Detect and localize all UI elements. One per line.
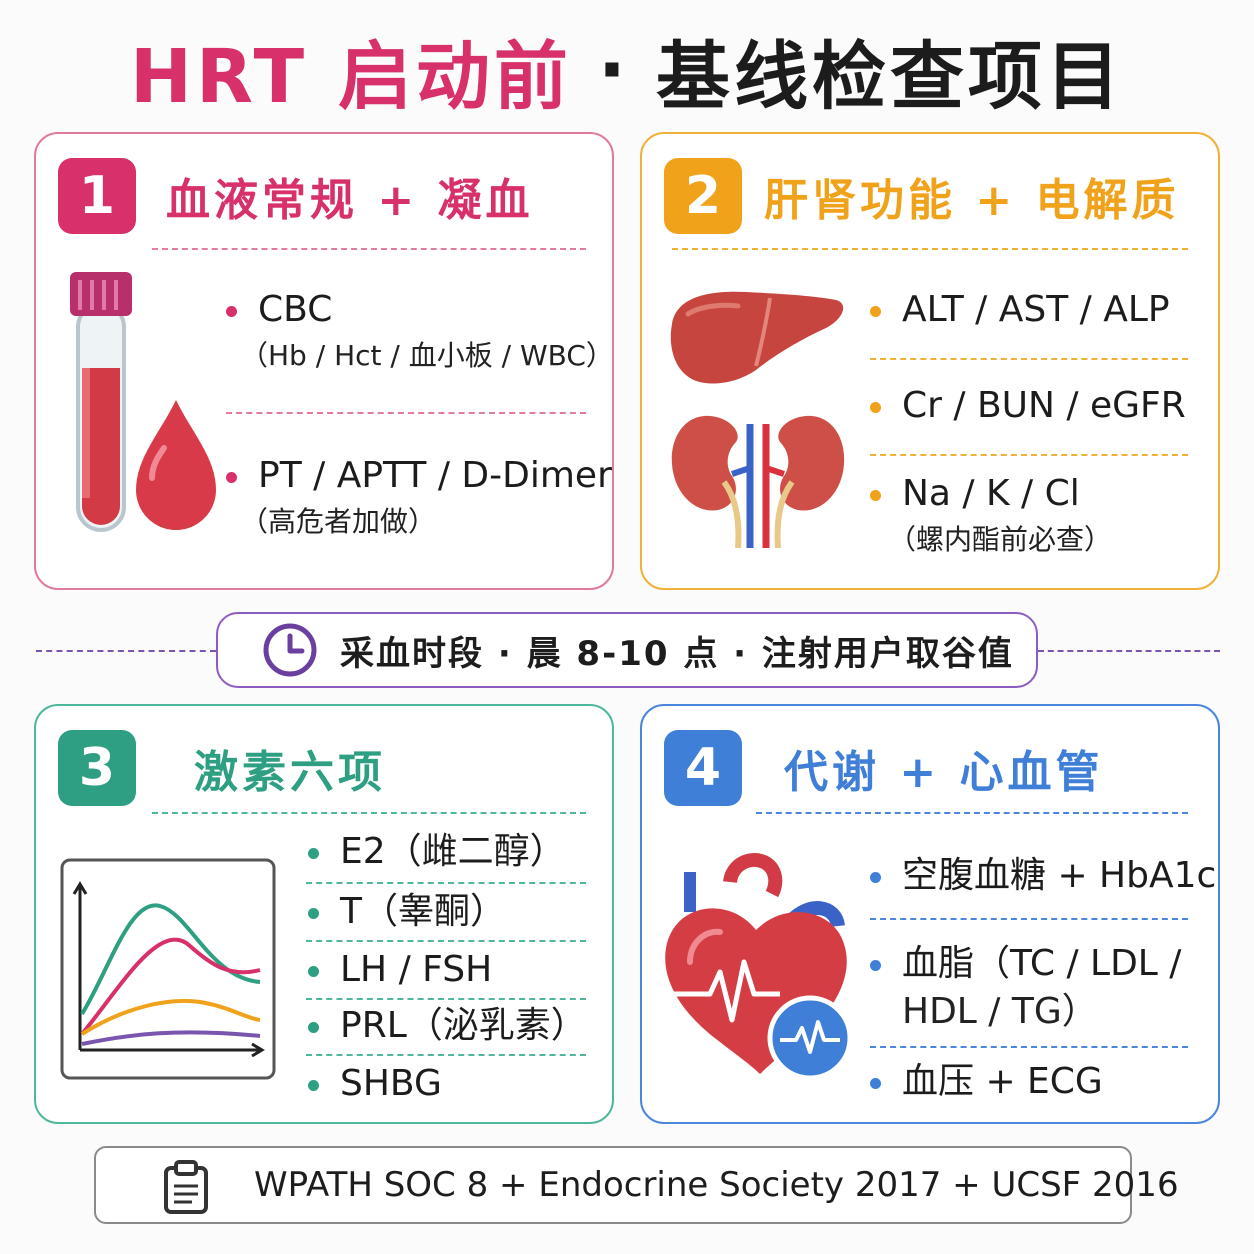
bullet-dot [870, 960, 881, 971]
card-blood-routine: 1 血液常规 + 凝血 CBC （Hb / Hct / 血小板 / WBC） P… [34, 132, 614, 590]
banner-dash-right [1038, 650, 1220, 652]
sampling-time-banner: 采血时段 · 晨 8-10 点 · 注射用户取谷值 [216, 612, 1038, 688]
title-part-hrt: HRT 启动前 [130, 33, 572, 120]
clipboard-icon [164, 1160, 208, 1214]
bullet-dot [308, 848, 319, 859]
item-main: Na / K / Cl [902, 473, 1080, 514]
references-text: WPATH SOC 8 + Endocrine Society 2017 + U… [254, 1165, 1179, 1205]
card-heading: 激素六项 [194, 747, 386, 798]
card-liver-kidney: 2 肝肾功能 + 电解质 ALT / AST / ALP Cr / BUN / … [640, 132, 1220, 590]
divider [152, 248, 586, 250]
title-separator: · [597, 27, 630, 113]
divider [152, 812, 586, 814]
card-heading: 肝肾功能 + 电解质 [764, 175, 1180, 226]
item-main: 血压 + ECG [902, 1061, 1103, 1102]
hormone-curve-chart-icon [60, 858, 276, 1080]
page-title: HRT 启动前 · 基线检查项目 [0, 22, 1254, 120]
bullet-dot [870, 490, 881, 501]
card-number-badge: 2 [664, 158, 742, 234]
banner-text: 采血时段 · 晨 8-10 点 · 注射用户取谷值 [340, 633, 1014, 674]
item-main: LH / FSH [340, 949, 493, 990]
clock-icon [263, 623, 317, 677]
card-number-badge: 4 [664, 730, 742, 806]
item-main: SHBG [340, 1063, 442, 1104]
divider [870, 918, 1188, 920]
card-heading: 代谢 + 心血管 [784, 747, 1104, 798]
divider [870, 454, 1188, 456]
bullet-dot [870, 872, 881, 883]
card-number-badge: 1 [58, 158, 136, 234]
divider [306, 1054, 586, 1056]
divider [870, 1046, 1188, 1048]
divider [226, 412, 586, 414]
bullet-dot [870, 306, 881, 317]
item-sub: HDL / TG） [902, 991, 1098, 1032]
item-main: CBC [258, 289, 333, 330]
title-part-baseline: 基线检查项目 [655, 33, 1124, 120]
item-main: Cr / BUN / eGFR [902, 385, 1186, 426]
liver-and-kidneys-icon [670, 291, 845, 549]
item-sub: （高危者加做） [240, 505, 437, 538]
item-main: ALT / AST / ALP [902, 289, 1170, 330]
heart-ecg-icon [662, 853, 853, 1081]
item-main: PRL（泌乳素） [340, 1005, 587, 1046]
divider [672, 248, 1188, 250]
item-main: T（睾酮） [340, 891, 506, 932]
bullet-dot [308, 1022, 319, 1033]
card-heading: 血液常规 + 凝血 [166, 175, 534, 226]
divider [306, 940, 586, 942]
divider [756, 812, 1188, 814]
bullet-dot [226, 306, 237, 317]
item-sub: （Hb / Hct / 血小板 / WBC） [240, 339, 614, 372]
item-main: 血脂（TC / LDL / [902, 943, 1182, 984]
divider [306, 998, 586, 1000]
blood-tube-and-drop-icon [70, 272, 216, 532]
bullet-dot [308, 966, 319, 977]
bullet-dot [870, 402, 881, 413]
divider [306, 882, 586, 884]
item-main: PT / APTT / D-Dimer [258, 455, 612, 496]
bullet-dot [870, 1078, 881, 1089]
card-metabolic-cardio: 4 代谢 + 心血管 空腹血糖 + HbA1c 血脂（TC / LDL / HD… [640, 704, 1220, 1124]
banner-dash-left [36, 650, 216, 652]
references-footer: WPATH SOC 8 + Endocrine Society 2017 + U… [94, 1146, 1179, 1224]
item-main: 空腹血糖 + HbA1c [902, 855, 1217, 896]
card-number-badge: 3 [58, 730, 136, 806]
bullet-dot [308, 1080, 319, 1091]
item-sub: （螺内酯前必查） [888, 523, 1113, 556]
item-main: E2（雌二醇） [340, 831, 566, 872]
bullet-dot [308, 908, 319, 919]
card-hormones: 3 激素六项 E2（雌二醇） T（睾酮） LH / FSH PRL（泌乳素） S… [34, 704, 614, 1124]
bullet-dot [226, 472, 237, 483]
divider [870, 358, 1188, 360]
